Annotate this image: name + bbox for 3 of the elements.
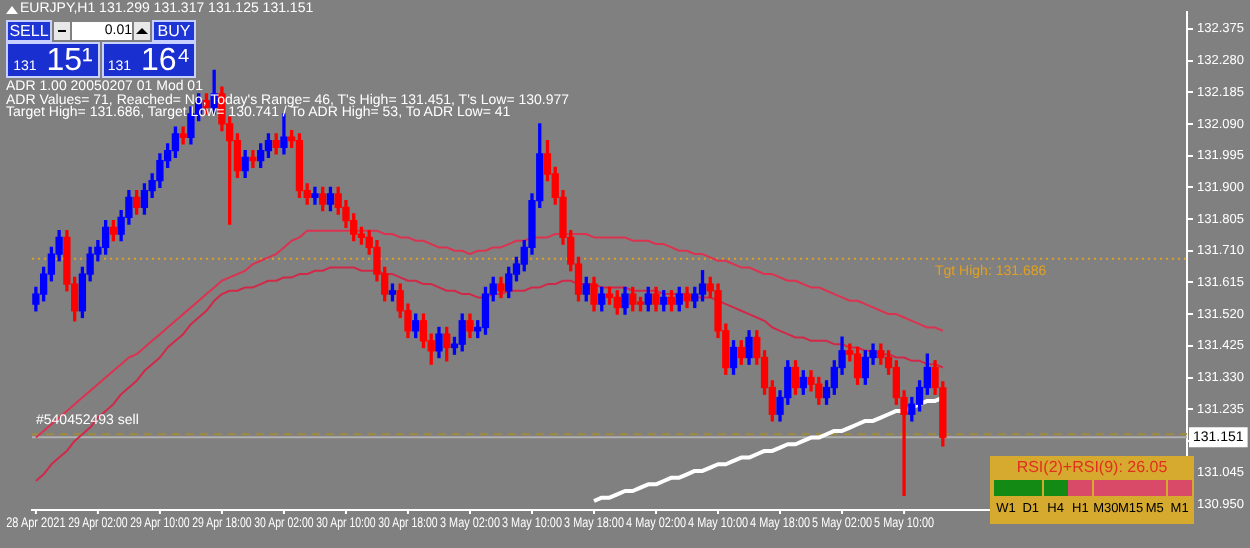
annotation: RSI(2)+RSI(9): 26.05 — [1014, 458, 1170, 478]
annotation: SELL — [6, 20, 52, 42]
annotation: BUY — [152, 20, 196, 42]
